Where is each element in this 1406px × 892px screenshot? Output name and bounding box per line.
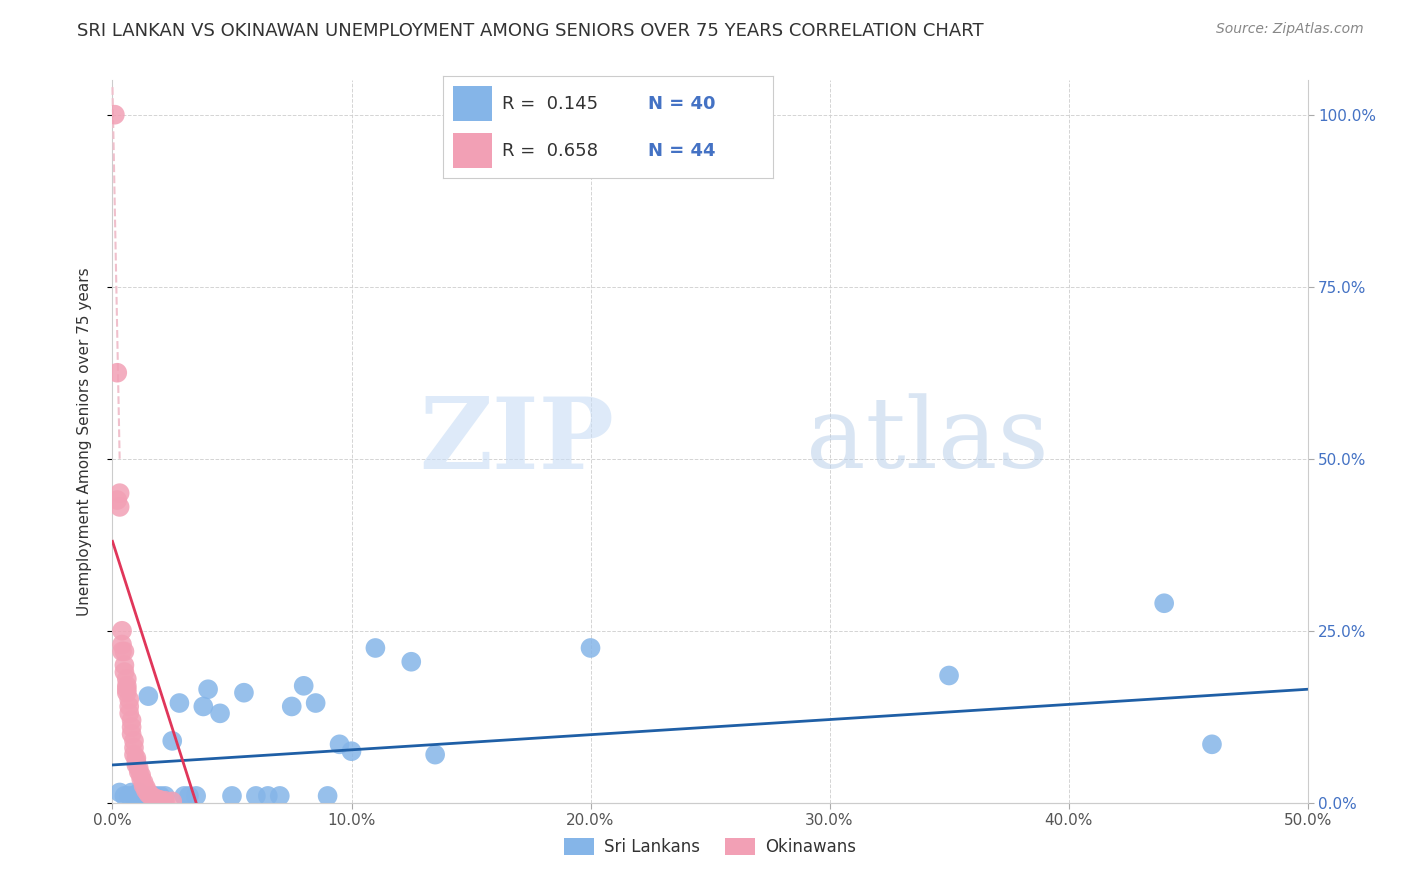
Point <box>135 780 157 795</box>
Point <box>1201 737 1223 751</box>
Y-axis label: Unemployment Among Seniors over 75 years: Unemployment Among Seniors over 75 years <box>77 268 91 615</box>
Point <box>340 744 363 758</box>
Point <box>125 789 148 803</box>
Point <box>132 789 155 803</box>
Point <box>135 783 157 797</box>
Bar <box>453 87 492 121</box>
Point <box>145 789 167 803</box>
Point <box>169 696 191 710</box>
Point <box>121 727 143 741</box>
Bar <box>453 133 492 168</box>
Point <box>115 672 138 686</box>
Point <box>118 699 141 714</box>
Point <box>118 789 141 803</box>
Point <box>122 789 145 803</box>
Point <box>146 792 169 806</box>
Text: N = 44: N = 44 <box>648 142 716 160</box>
Point <box>114 665 135 679</box>
Point <box>111 624 134 638</box>
Point <box>122 734 145 748</box>
Point <box>149 793 172 807</box>
Point <box>316 789 339 803</box>
Text: R =  0.658: R = 0.658 <box>502 142 599 160</box>
Point <box>173 789 195 803</box>
Point <box>193 699 215 714</box>
Text: N = 40: N = 40 <box>648 95 716 112</box>
Point <box>129 772 152 786</box>
Point <box>138 689 160 703</box>
Point <box>128 764 150 779</box>
Point <box>108 486 131 500</box>
Point <box>257 789 280 803</box>
Point <box>139 789 162 803</box>
Point <box>142 790 165 805</box>
Point <box>197 682 219 697</box>
Text: R =  0.145: R = 0.145 <box>502 95 599 112</box>
Point <box>121 785 143 799</box>
Point <box>129 789 152 803</box>
Point <box>139 789 162 803</box>
Point <box>145 791 167 805</box>
Point <box>125 755 148 769</box>
Point <box>121 713 143 727</box>
Point <box>114 644 135 658</box>
Point <box>125 758 148 772</box>
Point <box>1153 596 1175 610</box>
Point <box>162 734 183 748</box>
Point <box>209 706 232 721</box>
Point <box>153 789 176 803</box>
Point <box>329 737 352 751</box>
Point <box>269 789 291 803</box>
Text: SRI LANKAN VS OKINAWAN UNEMPLOYMENT AMONG SENIORS OVER 75 YEARS CORRELATION CHAR: SRI LANKAN VS OKINAWAN UNEMPLOYMENT AMON… <box>77 22 984 40</box>
Point <box>114 789 135 803</box>
Point <box>149 789 172 803</box>
Point <box>245 789 267 803</box>
Point <box>118 692 141 706</box>
Point <box>121 720 143 734</box>
Point <box>115 679 138 693</box>
Point <box>579 640 602 655</box>
Point <box>125 751 148 765</box>
Point <box>292 679 315 693</box>
Text: Source: ZipAtlas.com: Source: ZipAtlas.com <box>1216 22 1364 37</box>
Point <box>128 761 150 775</box>
Point <box>233 686 256 700</box>
Point <box>162 794 183 808</box>
Point <box>108 785 131 799</box>
Point <box>425 747 447 762</box>
Text: ZIP: ZIP <box>419 393 614 490</box>
Point <box>115 682 138 697</box>
Point <box>115 686 138 700</box>
Point <box>364 640 387 655</box>
Point <box>132 775 155 789</box>
Point <box>132 779 155 793</box>
Point <box>401 655 423 669</box>
Point <box>305 696 328 710</box>
Point <box>111 644 134 658</box>
Point <box>105 493 128 508</box>
Point <box>138 785 160 799</box>
Point <box>114 658 135 673</box>
Point <box>221 789 243 803</box>
Point <box>281 699 304 714</box>
Point <box>111 638 134 652</box>
Point <box>108 500 131 514</box>
Legend: Sri Lankans, Okinawans: Sri Lankans, Okinawans <box>557 831 863 863</box>
Point <box>105 366 128 380</box>
Text: atlas: atlas <box>806 393 1049 490</box>
Point <box>129 768 152 782</box>
Point <box>118 706 141 721</box>
Point <box>938 668 960 682</box>
Point <box>122 740 145 755</box>
Point <box>153 794 176 808</box>
Point <box>128 785 150 799</box>
Point <box>122 747 145 762</box>
Point <box>177 789 200 803</box>
Point <box>186 789 208 803</box>
Point <box>104 108 127 122</box>
Point <box>138 787 160 801</box>
